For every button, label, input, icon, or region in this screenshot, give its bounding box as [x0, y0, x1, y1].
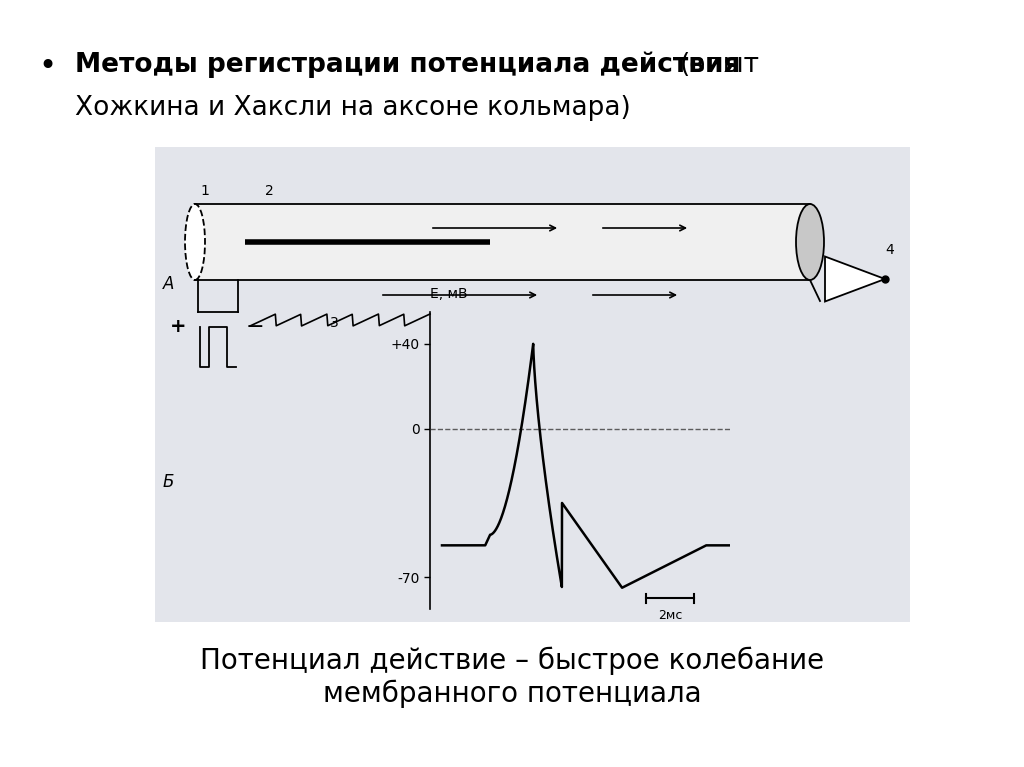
Text: E, мВ: E, мВ	[430, 288, 468, 301]
Text: Методы регистрации потенциала действия: Методы регистрации потенциала действия	[75, 52, 740, 78]
Text: А: А	[163, 275, 174, 293]
Text: 2: 2	[265, 184, 273, 198]
Ellipse shape	[185, 204, 205, 280]
Text: +: +	[170, 317, 186, 336]
Text: •: •	[38, 52, 56, 81]
Text: 4: 4	[885, 243, 894, 257]
Text: 3: 3	[330, 316, 339, 330]
Text: 2мс: 2мс	[657, 609, 682, 622]
Text: Потенциал действие – быстрое колебание
мембранного потенциала: Потенциал действие – быстрое колебание м…	[200, 647, 824, 709]
Text: 1: 1	[200, 184, 209, 198]
Bar	[195, 204, 810, 280]
Ellipse shape	[796, 204, 824, 280]
Text: Хожкина и Хаксли на аксоне кольмара): Хожкина и Хаксли на аксоне кольмара)	[75, 95, 631, 121]
Bar	[155, 147, 910, 622]
Text: (опыт: (опыт	[680, 52, 760, 78]
Polygon shape	[825, 256, 885, 301]
Text: −: −	[246, 317, 264, 337]
Text: Б: Б	[163, 473, 174, 491]
